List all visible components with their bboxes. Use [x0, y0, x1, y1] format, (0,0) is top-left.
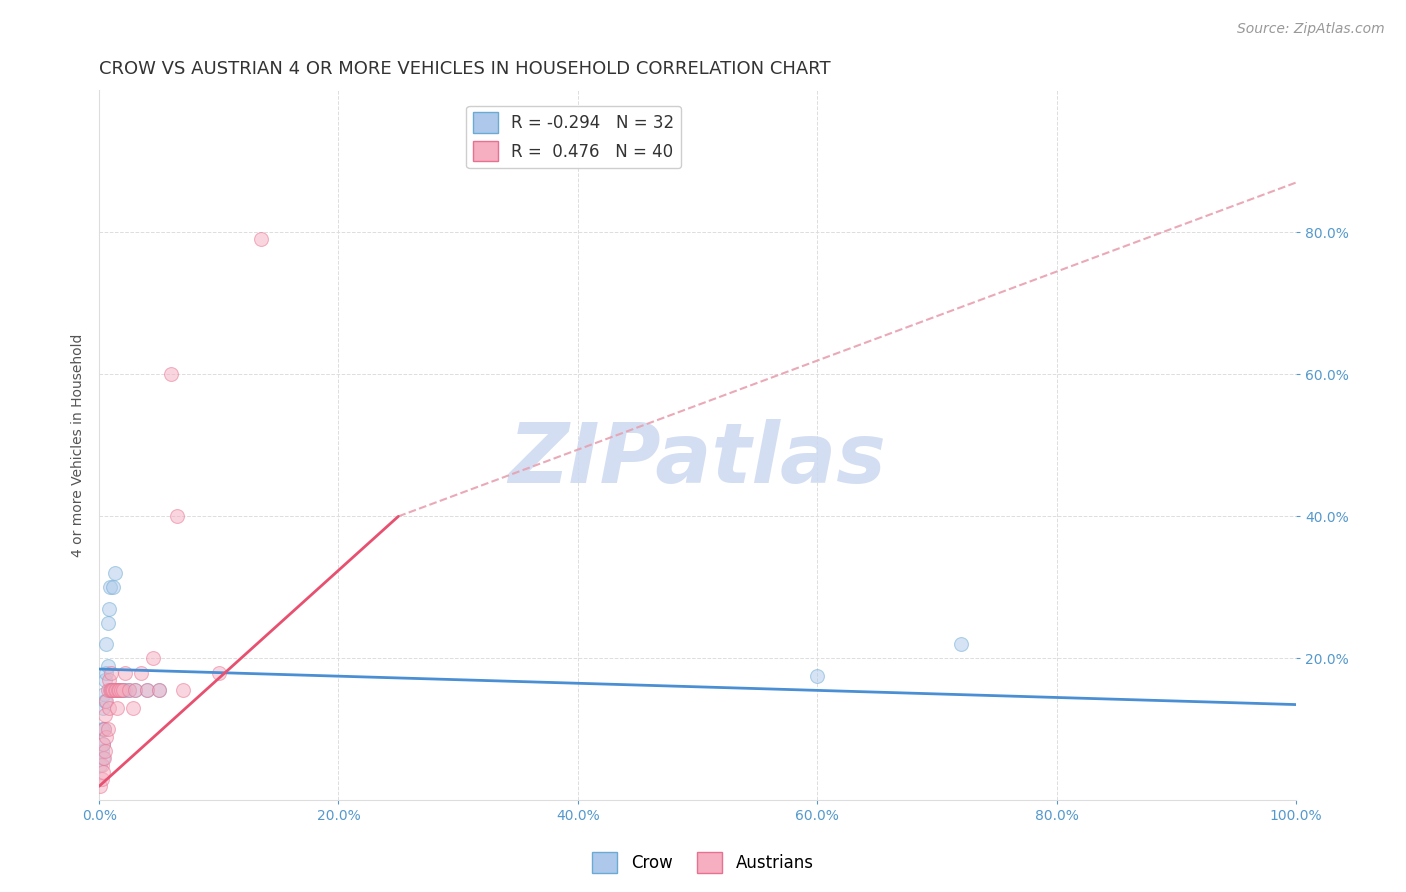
Point: [129, 665, 152, 680]
Point: [91, 737, 114, 751]
Point: [97, 601, 120, 615]
Point: [160, 368, 183, 382]
Point: [93, 723, 115, 737]
Point: [90, 772, 112, 786]
Point: [108, 683, 131, 698]
Point: [104, 683, 127, 698]
Point: [148, 683, 170, 698]
Point: [249, 232, 271, 246]
Point: [104, 566, 127, 581]
Point: [172, 683, 194, 698]
Point: [806, 669, 828, 683]
Point: [110, 683, 132, 698]
Point: [96, 658, 118, 673]
Point: [118, 683, 141, 698]
Legend: R = -0.294   N = 32, R =  0.476   N = 40: R = -0.294 N = 32, R = 0.476 N = 40: [467, 105, 682, 168]
Point: [118, 683, 141, 698]
Point: [110, 683, 132, 698]
Point: [114, 683, 136, 698]
Point: [96, 683, 118, 698]
Point: [100, 683, 122, 698]
Point: [98, 683, 121, 698]
Point: [96, 637, 118, 651]
Point: [104, 683, 127, 698]
Point: [142, 651, 165, 665]
Point: [94, 744, 117, 758]
Point: [124, 683, 146, 698]
Point: [96, 730, 118, 744]
Point: [136, 683, 159, 698]
Text: CROW VS AUSTRIAN 4 OR MORE VEHICLES IN HOUSEHOLD CORRELATION CHART: CROW VS AUSTRIAN 4 OR MORE VEHICLES IN H…: [100, 60, 831, 78]
Point: [166, 509, 188, 524]
Point: [100, 683, 122, 698]
Point: [949, 637, 972, 651]
Point: [136, 683, 159, 698]
Point: [93, 687, 115, 701]
Point: [91, 737, 114, 751]
Legend: Crow, Austrians: Crow, Austrians: [586, 846, 820, 880]
Point: [108, 683, 131, 698]
Point: [90, 744, 112, 758]
Point: [105, 701, 128, 715]
Point: [96, 723, 118, 737]
Point: [103, 683, 125, 698]
Point: [91, 751, 114, 765]
Point: [94, 708, 117, 723]
Point: [91, 765, 114, 780]
Point: [94, 694, 117, 708]
Point: [148, 683, 170, 698]
Point: [97, 701, 120, 715]
Point: [105, 683, 128, 698]
Text: ZIPatlas: ZIPatlas: [509, 419, 886, 500]
Point: [114, 665, 136, 680]
Point: [89, 779, 111, 793]
Point: [121, 701, 143, 715]
Y-axis label: 4 or more Vehicles in Household: 4 or more Vehicles in Household: [72, 334, 86, 557]
Point: [96, 615, 118, 630]
Point: [90, 758, 112, 772]
Point: [96, 694, 118, 708]
Point: [89, 758, 111, 772]
Point: [93, 723, 115, 737]
Point: [97, 673, 120, 687]
Point: [101, 683, 124, 698]
Point: [100, 665, 122, 680]
Text: Source: ZipAtlas.com: Source: ZipAtlas.com: [1237, 22, 1385, 37]
Point: [91, 701, 114, 715]
Point: [103, 581, 125, 595]
Point: [208, 665, 231, 680]
Point: [96, 665, 118, 680]
Point: [107, 683, 129, 698]
Point: [107, 683, 129, 698]
Point: [101, 683, 124, 698]
Point: [124, 683, 146, 698]
Point: [112, 683, 135, 698]
Point: [112, 683, 135, 698]
Point: [98, 581, 121, 595]
Point: [90, 723, 112, 737]
Point: [94, 673, 117, 687]
Point: [93, 751, 115, 765]
